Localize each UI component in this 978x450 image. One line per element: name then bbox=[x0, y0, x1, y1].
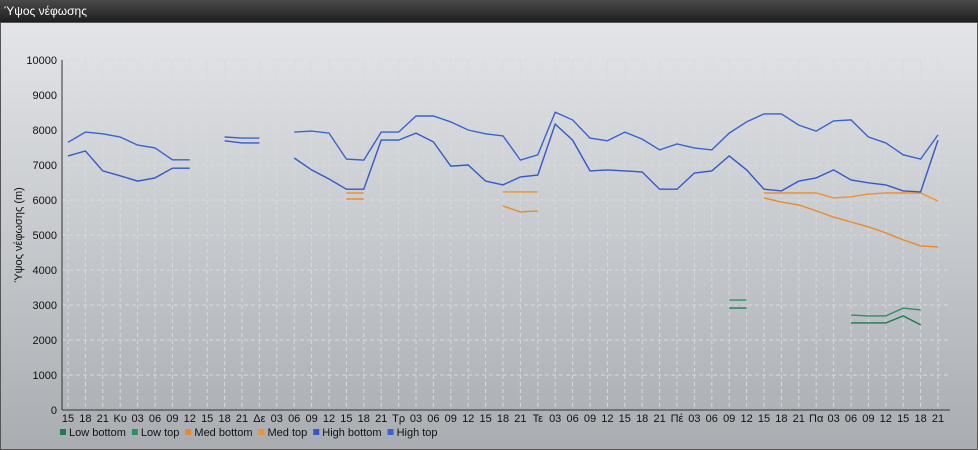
x-tick-label: 12 bbox=[462, 413, 474, 425]
y-tick-label: 0 bbox=[51, 405, 57, 417]
x-tick-label: 06 bbox=[845, 413, 857, 425]
x-tick-label: 18 bbox=[358, 413, 370, 425]
y-axis-label: Ύψος νέφωσης (m) bbox=[13, 187, 25, 283]
x-tick-label: 06 bbox=[566, 413, 578, 425]
x-tick-label: Πέ bbox=[671, 413, 684, 425]
x-tick-label: Τε bbox=[533, 413, 544, 425]
x-tick-label: Κυ bbox=[114, 413, 127, 425]
x-tick-label: 15 bbox=[897, 413, 909, 425]
x-tick-label: Πα bbox=[809, 413, 824, 425]
legend-label: Med top bbox=[268, 427, 308, 439]
y-tick-label: 6000 bbox=[33, 195, 57, 207]
x-tick-label: 06 bbox=[288, 413, 300, 425]
x-tick-label: 12 bbox=[880, 413, 892, 425]
title-bar bbox=[0, 0, 978, 22]
x-tick-label: 21 bbox=[932, 413, 944, 425]
y-tick-label: 1000 bbox=[33, 370, 57, 382]
x-tick-label: 03 bbox=[549, 413, 561, 425]
legend-label: Low bottom bbox=[69, 427, 126, 439]
legend-label: Med bottom bbox=[194, 427, 252, 439]
x-tick-label: 12 bbox=[184, 413, 196, 425]
x-tick-label: 12 bbox=[323, 413, 335, 425]
x-tick-label: 18 bbox=[636, 413, 648, 425]
x-tick-label: 21 bbox=[97, 413, 109, 425]
y-tick-label: 5000 bbox=[33, 230, 57, 242]
window-title: Ύψος νέφωσης bbox=[4, 4, 87, 18]
x-tick-label: 21 bbox=[236, 413, 248, 425]
x-tick-label: 15 bbox=[758, 413, 770, 425]
x-tick-label: 15 bbox=[340, 413, 352, 425]
x-tick-label: 21 bbox=[514, 413, 526, 425]
y-tick-label: 3000 bbox=[33, 300, 57, 312]
y-tick-label: 10000 bbox=[26, 55, 57, 67]
x-tick-label: 15 bbox=[479, 413, 491, 425]
x-tick-label: 06 bbox=[706, 413, 718, 425]
legend-swatch bbox=[131, 429, 138, 435]
y-tick-label: 8000 bbox=[33, 125, 57, 137]
y-tick-label: 9000 bbox=[33, 90, 57, 102]
x-tick-label: 09 bbox=[723, 413, 735, 425]
y-tick-label: 7000 bbox=[33, 160, 57, 172]
x-tick-label: Δε bbox=[253, 413, 265, 425]
x-tick-label: 18 bbox=[914, 413, 926, 425]
x-tick-label: 09 bbox=[584, 413, 596, 425]
x-tick-label: 09 bbox=[166, 413, 178, 425]
x-tick-label: 15 bbox=[619, 413, 631, 425]
x-tick-label: 03 bbox=[131, 413, 143, 425]
x-tick-label: 09 bbox=[445, 413, 457, 425]
legend-swatch bbox=[185, 429, 192, 435]
legend-label: High bottom bbox=[322, 427, 381, 439]
y-tick-label: 4000 bbox=[33, 265, 57, 277]
series-line bbox=[729, 299, 921, 317]
x-tick-label: 03 bbox=[827, 413, 839, 425]
x-tick-label: 21 bbox=[653, 413, 665, 425]
x-tick-label: 15 bbox=[62, 413, 74, 425]
series-line bbox=[346, 197, 939, 248]
x-tick-label: 09 bbox=[305, 413, 317, 425]
legend-label: High top bbox=[397, 427, 438, 439]
series-line bbox=[67, 111, 939, 161]
legend-swatch bbox=[258, 429, 265, 435]
series-line bbox=[346, 191, 939, 202]
x-tick-label: 03 bbox=[688, 413, 700, 425]
x-tick-label: 18 bbox=[218, 413, 230, 425]
x-tick-label: 12 bbox=[740, 413, 752, 425]
x-tick-label: 18 bbox=[79, 413, 91, 425]
x-tick-label: 06 bbox=[149, 413, 161, 425]
legend-label: Low top bbox=[141, 427, 180, 439]
series-line bbox=[67, 122, 939, 193]
x-tick-label: Τρ bbox=[392, 413, 405, 425]
x-tick-label: 03 bbox=[271, 413, 283, 425]
y-tick-label: 2000 bbox=[33, 335, 57, 347]
x-tick-label: 18 bbox=[775, 413, 787, 425]
x-tick-label: 15 bbox=[201, 413, 213, 425]
series-line bbox=[729, 307, 921, 326]
x-tick-label: 12 bbox=[601, 413, 613, 425]
x-tick-label: 21 bbox=[793, 413, 805, 425]
legend-swatch bbox=[313, 429, 320, 435]
x-tick-label: 03 bbox=[410, 413, 422, 425]
x-tick-label: 18 bbox=[497, 413, 509, 425]
legend-swatch bbox=[387, 429, 394, 435]
legend-swatch bbox=[60, 429, 66, 435]
x-tick-label: 09 bbox=[862, 413, 874, 425]
x-tick-label: 06 bbox=[427, 413, 439, 425]
x-tick-label: 21 bbox=[375, 413, 387, 425]
